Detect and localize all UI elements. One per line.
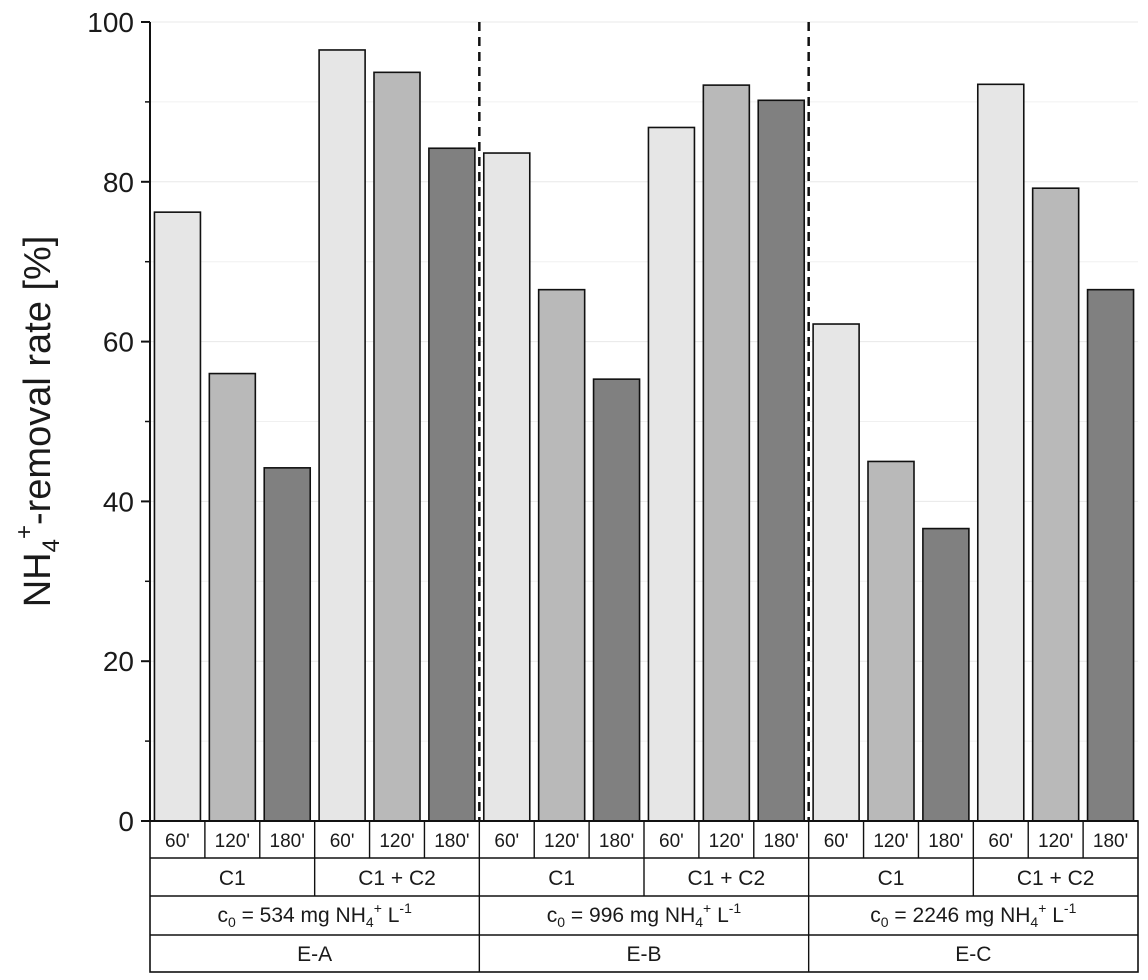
treatment-label: C1 — [548, 867, 575, 890]
time-label: 60' — [824, 831, 849, 852]
time-label: 180' — [270, 831, 305, 852]
bar-E-B-C1-0 — [482, 152, 531, 822]
time-label: 180' — [764, 831, 799, 852]
y-tick-label: 80 — [103, 167, 134, 198]
bar-E-B-C1-2 — [592, 378, 641, 822]
treatment-label: C1 — [219, 867, 246, 890]
treatment-label: C1 + C2 — [1017, 867, 1095, 890]
time-label: 120' — [709, 831, 744, 852]
bar-E-A-C1-0 — [153, 211, 202, 822]
treatment-label: C1 + C2 — [358, 867, 436, 890]
experiment-label: E-B — [626, 943, 661, 966]
time-label: 180' — [1093, 831, 1128, 852]
treatment-label: C1 + C2 — [688, 867, 766, 890]
bar-E-C-C1C2-0 — [976, 83, 1025, 822]
bar-E-B-C1C2-0 — [647, 126, 696, 822]
treatment-label: C1 — [878, 867, 905, 890]
y-tick-label: 0 — [118, 806, 134, 837]
time-label: 60' — [988, 831, 1013, 852]
bar-E-C-C1-2 — [922, 527, 970, 822]
time-label: 120' — [379, 831, 414, 852]
time-label: 60' — [659, 831, 684, 852]
time-label: 120' — [1038, 831, 1073, 852]
bar-E-A-C1-2 — [263, 467, 312, 822]
y-axis-label: NH4+-removal rate [%] — [11, 236, 65, 608]
bar-E-C-C1C2-2 — [1086, 288, 1135, 822]
bar-E-A-C1-1 — [208, 372, 257, 822]
bar-E-B-C1C2-1 — [702, 84, 751, 822]
time-label: 180' — [599, 831, 634, 852]
y-tick-label: 40 — [103, 486, 134, 517]
bar-E-C-C1-0 — [812, 323, 860, 822]
bar-E-C-C1-1 — [867, 460, 915, 822]
time-label: 60' — [494, 831, 519, 852]
experiment-label: E-A — [297, 943, 332, 966]
time-label: 180' — [434, 831, 469, 852]
time-label: 120' — [544, 831, 579, 852]
bar-E-B-C1-1 — [537, 288, 586, 822]
y-tick-label: 60 — [103, 327, 134, 358]
bar-E-B-C1C2-2 — [757, 99, 806, 822]
time-label: 120' — [873, 831, 908, 852]
y-tick-label: 20 — [103, 646, 134, 677]
time-label: 60' — [165, 831, 190, 852]
bar-E-A-C1C2-0 — [318, 49, 366, 822]
time-label: 60' — [330, 831, 355, 852]
condition-label: c0 = 534 mg NH4+ L-1 — [217, 900, 412, 930]
time-label: 120' — [215, 831, 250, 852]
experiment-label: E-C — [955, 943, 991, 966]
condition-label: c0 = 2246 mg NH4+ L-1 — [870, 900, 1076, 930]
bar-E-C-C1C2-1 — [1031, 187, 1080, 822]
condition-label: c0 = 996 mg NH4+ L-1 — [547, 900, 742, 930]
bar-E-A-C1C2-2 — [428, 147, 476, 822]
bar-E-A-C1C2-1 — [373, 71, 421, 822]
time-label: 180' — [928, 831, 963, 852]
y-tick-label: 100 — [87, 7, 134, 38]
